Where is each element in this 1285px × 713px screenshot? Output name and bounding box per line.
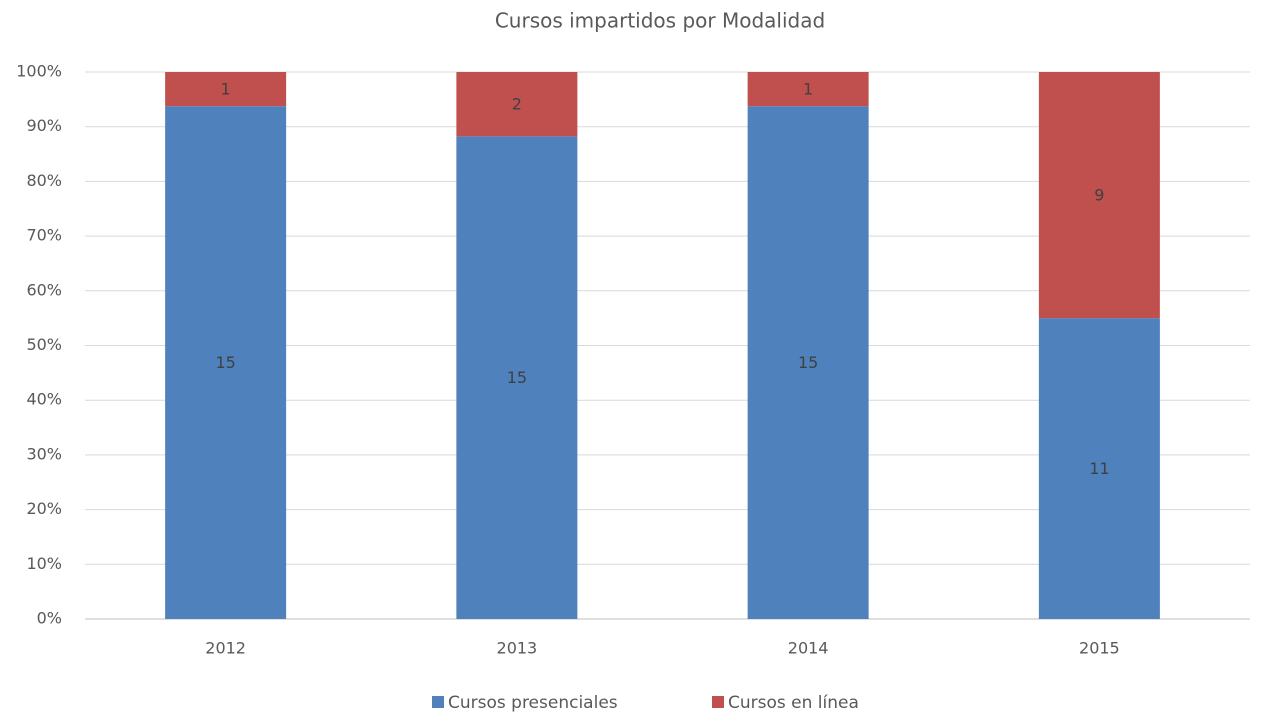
y-tick-label: 80%	[26, 171, 62, 190]
bar-segment	[747, 72, 869, 107]
data-label: 2	[512, 95, 522, 114]
y-tick-label: 60%	[26, 280, 62, 299]
y-tick-label: 100%	[16, 62, 62, 81]
legend-label: Cursos en línea	[728, 693, 859, 713]
data-label: 15	[215, 353, 235, 372]
y-tick-label: 40%	[26, 390, 62, 409]
bar-segment	[165, 106, 287, 619]
bar-segment	[165, 72, 287, 107]
chart-title: Cursos impartidos por Modalidad	[495, 9, 825, 33]
x-tick-label: 2013	[497, 639, 538, 658]
data-label: 15	[798, 353, 818, 372]
data-label: 11	[1089, 459, 1109, 478]
legend-swatch	[432, 696, 444, 708]
data-label: 15	[507, 368, 527, 387]
y-tick-label: 30%	[26, 444, 62, 463]
legend-label: Cursos presenciales	[448, 693, 618, 713]
x-tick-label: 2015	[1079, 639, 1120, 658]
y-tick-label: 50%	[26, 335, 62, 354]
y-tick-label: 0%	[37, 609, 62, 628]
bar-segment	[456, 136, 578, 619]
data-label: 1	[803, 80, 813, 99]
bar-segment	[747, 106, 869, 619]
y-tick-label: 90%	[26, 116, 62, 135]
bar-segment	[456, 72, 578, 137]
x-tick-label: 2012	[205, 639, 246, 658]
y-tick-label: 10%	[26, 554, 62, 573]
y-tick-label: 70%	[26, 226, 62, 245]
bar-segment	[1038, 72, 1160, 319]
bar-segment	[1038, 318, 1160, 619]
legend-swatch	[712, 696, 724, 708]
data-label: 1	[221, 80, 231, 99]
data-label: 9	[1094, 186, 1104, 205]
x-tick-label: 2014	[788, 639, 829, 658]
y-tick-label: 20%	[26, 499, 62, 518]
